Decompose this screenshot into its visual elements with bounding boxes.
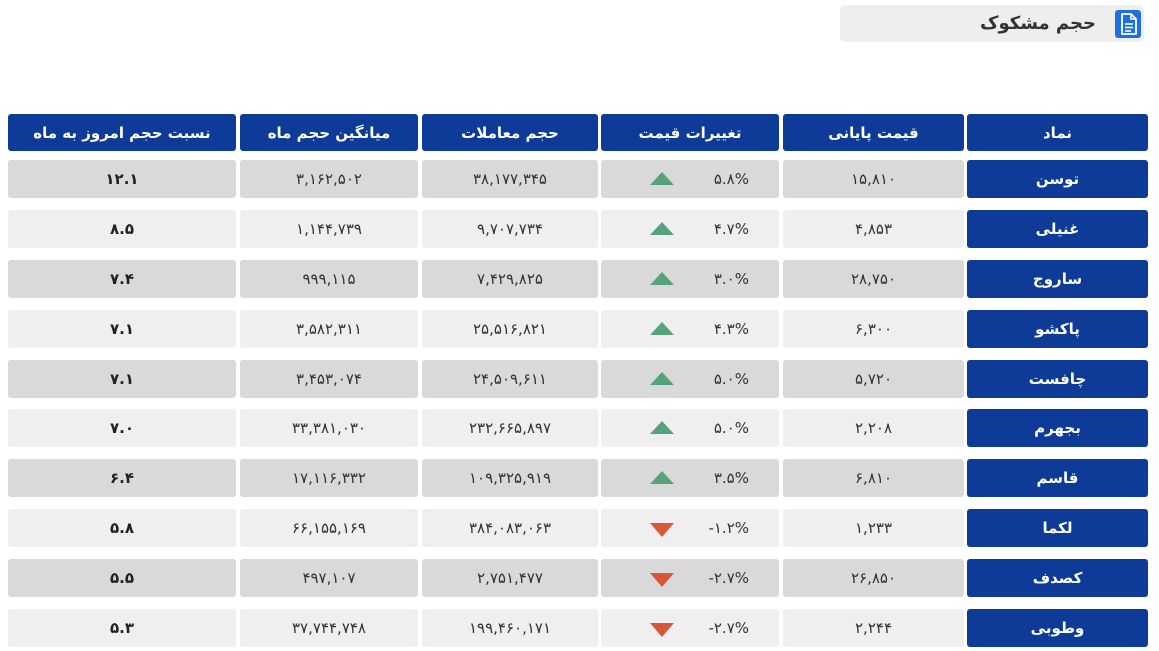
price-change-cell: ۵.۸% (601, 160, 779, 198)
column-header-close-price[interactable]: قیمت پایانی (783, 114, 964, 151)
close-price-cell: ۲۶,۸۵۰ (783, 559, 964, 597)
page-title-bar: حجم مشکوک (840, 5, 1144, 42)
price-change-cell: ۵.۰% (601, 409, 779, 447)
volume-cell: ۲۵,۵۱۶,۸۲۱ (422, 310, 598, 348)
table-row[interactable]: پاکشو ۶,۳۰۰ ۴.۳% ۲۵,۵۱۶,۸۲۱ ۳,۵۸۲,۳۱۱ ۷.۱ (8, 310, 1151, 348)
symbol-cell[interactable]: لکما (967, 509, 1148, 547)
table-row[interactable]: توسن ۱۵,۸۱۰ ۵.۸% ۳۸,۱۷۷,۳۴۵ ۳,۱۶۲,۵۰۲ ۱۲.۱ (8, 160, 1151, 198)
close-price-cell: ۵,۷۲۰ (783, 360, 964, 398)
symbol-cell[interactable]: بجهرم (967, 409, 1148, 447)
avg-volume-cell: ۴۹۷,۱۰۷ (240, 559, 418, 597)
price-change-value: ۳.۵% (713, 469, 749, 487)
volume-cell: ۲,۷۵۱,۴۷۷ (422, 559, 598, 597)
ratio-cell: ۱۲.۱ (8, 160, 236, 198)
price-change-cell: -۲.۷% (601, 609, 779, 647)
avg-volume-cell: ۶۶,۱۵۵,۱۶۹ (240, 509, 418, 547)
ratio-cell: ۶.۴ (8, 459, 236, 497)
price-change-value: ۴.۷% (713, 220, 749, 238)
arrow-up-icon (650, 322, 674, 335)
volume-cell: ۲۴,۵۰۹,۶۱۱ (422, 360, 598, 398)
column-header-price-change[interactable]: تغییرات قیمت (601, 114, 779, 151)
table-row[interactable]: ساروج ۲۸,۷۵۰ ۳.۰% ۷,۴۲۹,۸۲۵ ۹۹۹,۱۱۵ ۷.۴ (8, 260, 1151, 298)
arrow-up-icon (650, 272, 674, 285)
avg-volume-cell: ۹۹۹,۱۱۵ (240, 260, 418, 298)
arrow-up-icon (650, 372, 674, 385)
arrow-up-icon (650, 222, 674, 235)
close-price-cell: ۴,۸۵۳ (783, 210, 964, 248)
ratio-cell: ۸.۵ (8, 210, 236, 248)
column-header-volume[interactable]: حجم معاملات (422, 114, 598, 151)
table-row[interactable]: بجهرم ۲,۲۰۸ ۵.۰% ۲۳۲,۶۶۵,۸۹۷ ۳۳,۳۸۱,۰۳۰ ۷.۰ (8, 409, 1151, 447)
price-change-cell: ۴.۷% (601, 210, 779, 248)
price-change-cell: -۲.۷% (601, 559, 779, 597)
column-header-avg-volume[interactable]: میانگین حجم ماه (240, 114, 418, 151)
avg-volume-cell: ۳۳,۳۸۱,۰۳۰ (240, 409, 418, 447)
close-price-cell: ۲,۲۰۸ (783, 409, 964, 447)
arrow-up-icon (650, 471, 674, 484)
price-change-cell: ۳.۵% (601, 459, 779, 497)
symbol-cell[interactable]: کصدف (967, 559, 1148, 597)
volume-cell: ۷,۴۲۹,۸۲۵ (422, 260, 598, 298)
avg-volume-cell: ۳۷,۷۴۴,۷۴۸ (240, 609, 418, 647)
avg-volume-cell: ۳,۱۶۲,۵۰۲ (240, 160, 418, 198)
ratio-cell: ۵.۵ (8, 559, 236, 597)
arrow-down-icon (650, 573, 674, 587)
price-change-value: -۲.۷% (708, 619, 749, 637)
table-row[interactable]: غنیلی ۴,۸۵۳ ۴.۷% ۹,۷۰۷,۷۳۴ ۱,۱۴۴,۷۳۹ ۸.۵ (8, 210, 1151, 248)
avg-volume-cell: ۱۷,۱۱۶,۳۳۲ (240, 459, 418, 497)
symbol-cell[interactable]: وطوبی (967, 609, 1148, 647)
price-change-value: -۱.۲% (708, 519, 749, 537)
avg-volume-cell: ۱,۱۴۴,۷۳۹ (240, 210, 418, 248)
table-row[interactable]: وطوبی ۲,۲۴۴ -۲.۷% ۱۹۹,۴۶۰,۱۷۱ ۳۷,۷۴۴,۷۴۸ ۵.۳ (8, 609, 1151, 647)
symbol-cell[interactable]: ساروج (967, 260, 1148, 298)
ratio-cell: ۷.۰ (8, 409, 236, 447)
ratio-cell: ۷.۱ (8, 310, 236, 348)
ratio-cell: ۵.۳ (8, 609, 236, 647)
close-price-cell: ۱,۲۳۳ (783, 509, 964, 547)
document-icon (1115, 10, 1141, 38)
price-change-value: ۵.۰% (713, 419, 749, 437)
table-row[interactable]: قاسم ۶,۸۱۰ ۳.۵% ۱۰۹,۳۲۵,۹۱۹ ۱۷,۱۱۶,۳۳۲ ۶.۴ (8, 459, 1151, 497)
volume-cell: ۳۸,۱۷۷,۳۴۵ (422, 160, 598, 198)
price-change-cell: ۵.۰% (601, 360, 779, 398)
price-change-value: ۴.۳% (713, 320, 749, 338)
table-row[interactable]: چافست ۵,۷۲۰ ۵.۰% ۲۴,۵۰۹,۶۱۱ ۳,۴۵۳,۰۷۴ ۷.۱ (8, 360, 1151, 398)
price-change-cell: ۳.۰% (601, 260, 779, 298)
price-change-value: ۳.۰% (713, 270, 749, 288)
price-change-value: ۵.۸% (713, 170, 749, 188)
close-price-cell: ۲,۲۴۴ (783, 609, 964, 647)
ratio-cell: ۷.۱ (8, 360, 236, 398)
volume-cell: ۱۹۹,۴۶۰,۱۷۱ (422, 609, 598, 647)
arrow-down-icon (650, 523, 674, 537)
close-price-cell: ۶,۸۱۰ (783, 459, 964, 497)
symbol-cell[interactable]: چافست (967, 360, 1148, 398)
symbol-cell[interactable]: پاکشو (967, 310, 1148, 348)
volume-cell: ۱۰۹,۳۲۵,۹۱۹ (422, 459, 598, 497)
avg-volume-cell: ۳,۴۵۳,۰۷۴ (240, 360, 418, 398)
ratio-cell: ۷.۴ (8, 260, 236, 298)
avg-volume-cell: ۳,۵۸۲,۳۱۱ (240, 310, 418, 348)
price-change-value: -۲.۷% (708, 569, 749, 587)
symbol-cell[interactable]: توسن (967, 160, 1148, 198)
volume-cell: ۹,۷۰۷,۷۳۴ (422, 210, 598, 248)
volume-cell: ۲۳۲,۶۶۵,۸۹۷ (422, 409, 598, 447)
volume-cell: ۳۸۴,۰۸۳,۰۶۳ (422, 509, 598, 547)
close-price-cell: ۶,۳۰۰ (783, 310, 964, 348)
column-header-ratio[interactable]: نسبت حجم امروز به ماه (8, 114, 236, 151)
price-change-cell: ۴.۳% (601, 310, 779, 348)
arrow-down-icon (650, 623, 674, 637)
close-price-cell: ۲۸,۷۵۰ (783, 260, 964, 298)
page-title: حجم مشکوک (980, 13, 1096, 34)
arrow-up-icon (650, 421, 674, 434)
symbol-cell[interactable]: غنیلی (967, 210, 1148, 248)
close-price-cell: ۱۵,۸۱۰ (783, 160, 964, 198)
column-header-symbol[interactable]: نماد (967, 114, 1148, 151)
ratio-cell: ۵.۸ (8, 509, 236, 547)
arrow-up-icon (650, 172, 674, 185)
table-row[interactable]: لکما ۱,۲۳۳ -۱.۲% ۳۸۴,۰۸۳,۰۶۳ ۶۶,۱۵۵,۱۶۹ ۵.۸ (8, 509, 1151, 547)
price-change-value: ۵.۰% (713, 370, 749, 388)
price-change-cell: -۱.۲% (601, 509, 779, 547)
symbol-cell[interactable]: قاسم (967, 459, 1148, 497)
table-row[interactable]: کصدف ۲۶,۸۵۰ -۲.۷% ۲,۷۵۱,۴۷۷ ۴۹۷,۱۰۷ ۵.۵ (8, 559, 1151, 597)
